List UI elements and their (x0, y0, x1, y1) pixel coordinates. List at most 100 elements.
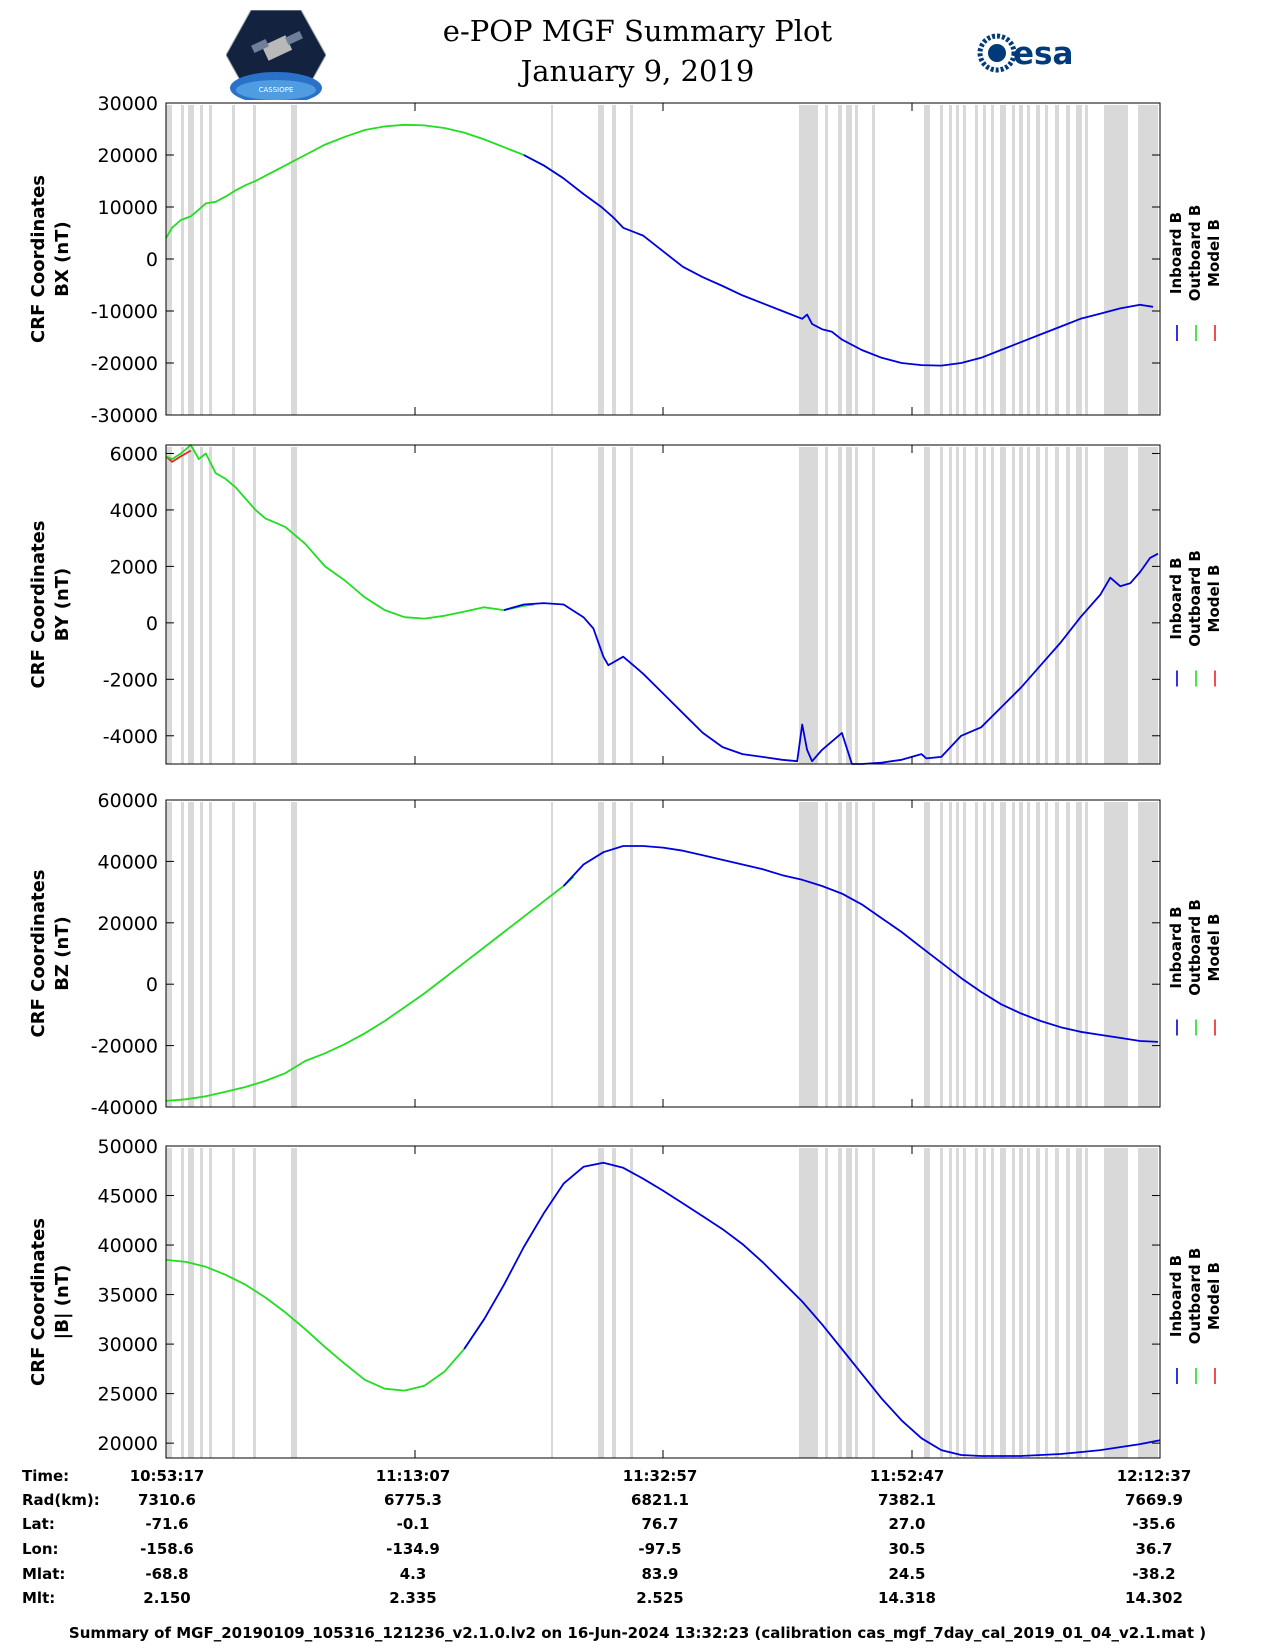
data-gap-band (253, 105, 256, 415)
info-value: -71.6 (145, 1515, 189, 1533)
chart-panel-2: 6000 4000 2000 0 -2000 -4000 CRF Coordinates BY… (28, 443, 1223, 765)
data-gap-band (1055, 1148, 1059, 1458)
data-gap-band (1012, 1148, 1015, 1458)
data-gap-band (612, 1148, 616, 1458)
info-value: 7310.6 (138, 1491, 196, 1509)
y-tick-label: 45000 (98, 1186, 158, 1208)
data-gap-band (991, 802, 994, 1107)
data-gap-band (1085, 1148, 1088, 1458)
data-gap-band (253, 802, 256, 1107)
data-gap-band (846, 105, 852, 415)
y-tick-label: 20000 (98, 145, 158, 167)
data-gap-band (166, 447, 172, 764)
series-line-outboard-b (165, 123, 565, 239)
data-gap-band (630, 1148, 633, 1458)
data-gap-band (188, 447, 194, 764)
footer-summary: Summary of MGF_20190109_105316_121236_v2… (68, 1624, 1207, 1642)
data-gap-band (825, 802, 828, 1107)
legend-label: Model B (1205, 219, 1223, 287)
data-gap-band (188, 802, 194, 1107)
plot-frame (165, 444, 1161, 765)
data-gap-band (799, 1148, 818, 1458)
series-line-outboard-b (165, 876, 575, 1102)
plot-frame (165, 1145, 1161, 1459)
data-gap-band (975, 802, 978, 1107)
y-tick-label: 30000 (98, 93, 158, 115)
data-gap-band (855, 1148, 858, 1458)
plot-frame (165, 799, 1161, 1108)
y-tick-label: 10000 (98, 197, 158, 219)
data-gap-band (1019, 1148, 1023, 1458)
data-gap-band (924, 1148, 930, 1458)
cassiope-logo-text: CASSIOPE (259, 86, 294, 94)
data-gap-band (1045, 802, 1048, 1107)
y-tick-label: -20000 (91, 353, 158, 375)
data-gap-band (825, 105, 828, 415)
data-gap-band (166, 1148, 172, 1458)
data-gap-band (166, 105, 172, 415)
data-gap-band (872, 447, 875, 764)
data-gap-band (1036, 802, 1040, 1107)
info-value: 11:32:57 (622, 1467, 698, 1485)
data-gap-band (983, 447, 986, 764)
y-axis-label: |B| (nT) (52, 1265, 73, 1340)
series-line-inboard-b (523, 154, 1154, 367)
data-gap-band (846, 447, 852, 764)
data-gap-band (551, 802, 553, 1107)
data-gap-band (1104, 447, 1128, 764)
data-gap-band (949, 802, 952, 1107)
series-line-inboard-b (562, 845, 1159, 1043)
y-tick-label: -30000 (91, 405, 158, 427)
data-gap-band (551, 447, 553, 764)
data-gap-band (1085, 802, 1088, 1107)
data-gap-band (1000, 1148, 1006, 1458)
info-value: 83.9 (641, 1565, 679, 1583)
esa-logo: esa (977, 33, 1073, 73)
chart-panel-1: 30000 20000 10000 0 -10000 -20000 -30000 CRF Co… (28, 93, 1223, 427)
data-gap-band (825, 1148, 828, 1458)
data-gap-band (924, 802, 930, 1107)
data-gap-band (551, 105, 553, 415)
data-gap-band (1036, 447, 1040, 764)
legend-label: Outboard B (1186, 205, 1204, 302)
data-gap-band (1085, 105, 1088, 415)
data-gap-band (1036, 105, 1040, 415)
data-gap-band (1066, 105, 1070, 415)
data-gap-band (956, 1148, 959, 1458)
data-gap-band (181, 447, 184, 764)
data-gap-band (872, 105, 875, 415)
data-gap-band (1027, 802, 1030, 1107)
data-gap-band (963, 1148, 966, 1458)
info-value: 27.0 (888, 1515, 926, 1533)
info-value: 6821.1 (631, 1491, 689, 1509)
y-tick-label: 0 (146, 249, 158, 271)
data-gap-band (1076, 802, 1082, 1107)
data-gap-band (253, 1148, 256, 1458)
data-gap-band (166, 802, 172, 1107)
data-gap-band (855, 802, 858, 1107)
info-value: -35.6 (1132, 1515, 1176, 1533)
y-axis-label: BY (nT) (52, 568, 73, 642)
data-gap-band (1104, 105, 1128, 415)
info-value: 24.5 (888, 1565, 926, 1583)
data-gap-band (855, 447, 858, 764)
legend-label: Inboard B (1167, 1255, 1185, 1337)
data-gap-band (991, 447, 994, 764)
data-gap-band (1085, 447, 1088, 764)
data-gap-band (232, 1148, 235, 1458)
data-gap-band (838, 105, 842, 415)
info-value: 6775.3 (384, 1491, 442, 1509)
legend-label: Model B (1205, 914, 1223, 982)
y-tick-label: -2000 (103, 669, 158, 691)
data-gap-band (799, 447, 818, 764)
data-gap-band (1066, 1148, 1070, 1458)
y-tick-label: -4000 (103, 726, 158, 748)
series-line-inboard-b (503, 552, 1159, 765)
y-axis-label: CRF Coordinates (28, 175, 49, 343)
info-value: 4.3 (399, 1565, 427, 1583)
y-tick-label: 50000 (98, 1136, 158, 1158)
data-gap-band (598, 1148, 604, 1458)
y-tick-label: 6000 (110, 443, 158, 465)
data-gap-band (924, 447, 930, 764)
